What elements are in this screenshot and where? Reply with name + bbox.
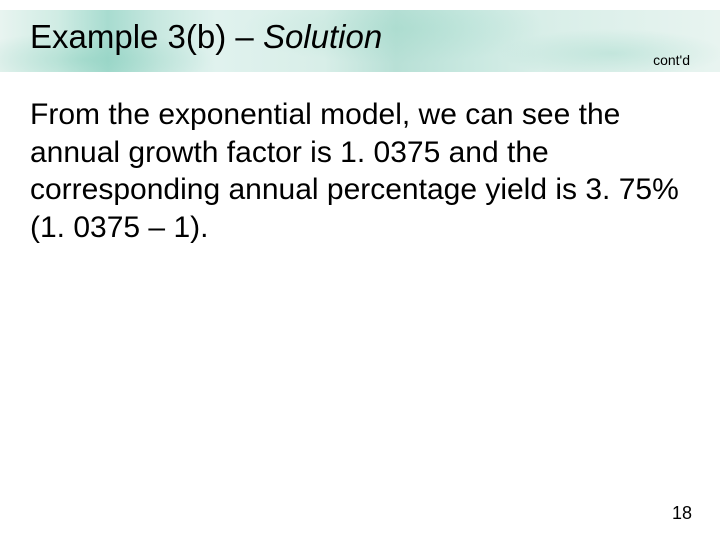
continued-label: cont'd bbox=[653, 52, 690, 68]
slide-title: Example 3(b) – Solution bbox=[30, 18, 382, 56]
title-plain: Example 3(b) – bbox=[30, 18, 263, 55]
page-number: 18 bbox=[672, 503, 692, 524]
body-text: From the exponential model, we can see t… bbox=[30, 96, 690, 246]
title-italic: Solution bbox=[263, 18, 382, 55]
